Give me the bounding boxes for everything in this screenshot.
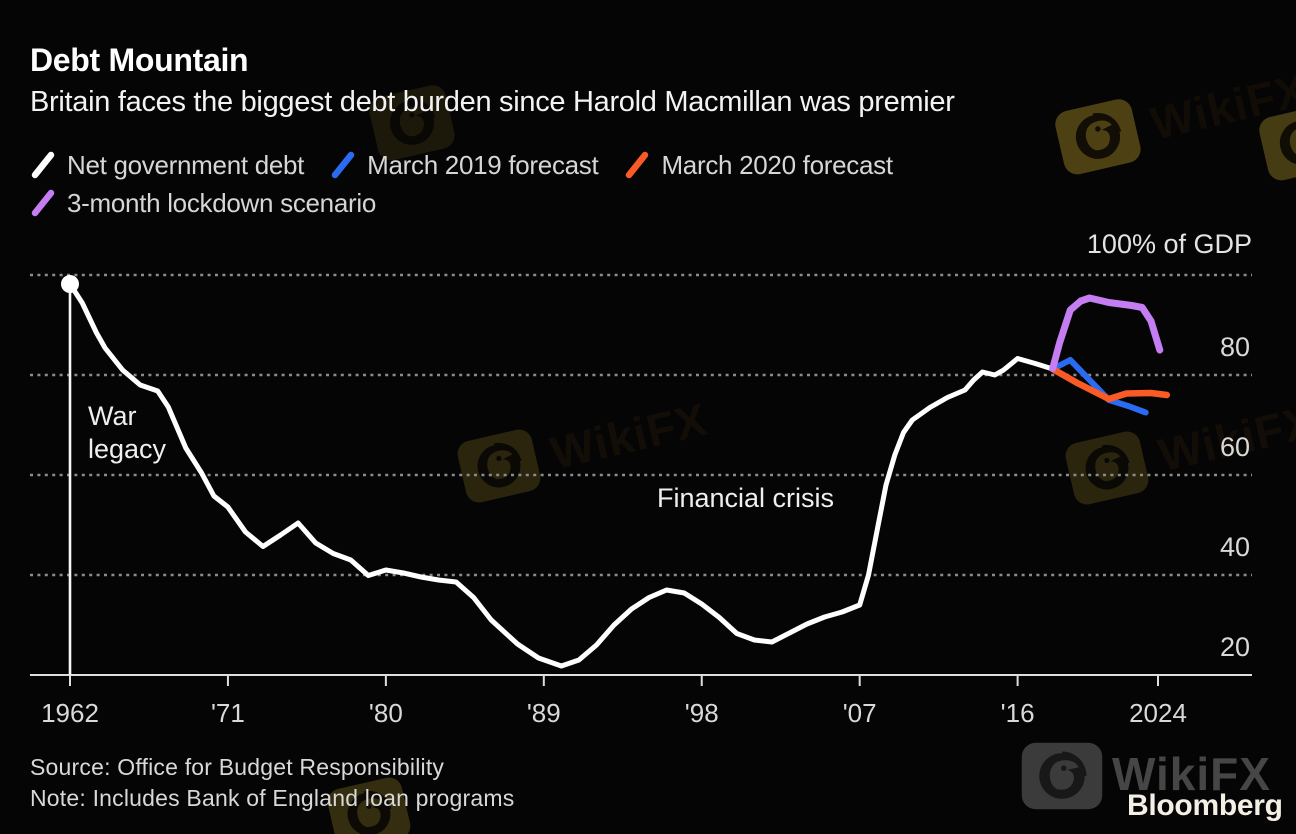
- line-swatch-icon: [331, 151, 355, 179]
- legend-item-net-debt: Net government debt: [30, 150, 304, 181]
- legend-row: Net government debt March 2019 forecast …: [30, 146, 893, 184]
- y-axis-unit-label: 100% of GDP: [1086, 229, 1252, 259]
- legend-label: March 2020 forecast: [661, 149, 893, 180]
- chart-legend: Net government debt March 2019 forecast …: [30, 146, 893, 222]
- legend-item-lockdown-scenario: 3-month lockdown scenario: [30, 188, 376, 219]
- annotation-line: legacy: [88, 434, 167, 464]
- y-axis-label: 20: [1219, 632, 1250, 662]
- annotation-line: War: [88, 401, 137, 431]
- y-axis-label: 60: [1219, 432, 1250, 462]
- x-axis-label: '07: [842, 698, 877, 728]
- source-line: Source: Office for Budget Responsibility: [30, 754, 445, 780]
- x-axis-label: 1962: [41, 698, 99, 728]
- legend-label: 3-month lockdown scenario: [67, 187, 376, 218]
- annotation-financial-crisis: Financial crisis: [657, 483, 835, 513]
- x-axis-label: '89: [526, 698, 561, 728]
- y-axis-label: 40: [1219, 532, 1250, 562]
- x-axis-label: '98: [684, 698, 719, 728]
- y-axis-label: 80: [1219, 332, 1250, 362]
- line-swatch-icon: [626, 151, 649, 179]
- bloomberg-logo: Bloomberg: [1127, 789, 1283, 822]
- legend-label: March 2019 forecast: [367, 149, 599, 180]
- legend-label: Net government debt: [67, 149, 305, 180]
- x-axis-label: '71: [210, 698, 245, 728]
- line-swatch-icon: [31, 151, 55, 179]
- x-axis-label: '16: [1000, 698, 1035, 728]
- source-note-block: Source: Office for Budget Responsibility…: [30, 752, 514, 814]
- legend-row: 3-month lockdown scenario: [30, 184, 893, 222]
- page-subtitle: Britain faces the biggest debt burden si…: [30, 86, 955, 118]
- legend-item-2020-forecast: March 2020 forecast: [624, 149, 893, 181]
- note-line: Note: Includes Bank of England loan prog…: [30, 785, 515, 811]
- legend-item-2019-forecast: March 2019 forecast: [330, 149, 599, 181]
- x-axis-label: 2024: [1129, 698, 1187, 728]
- x-axis-label: '80: [368, 698, 403, 728]
- line-swatch-icon: [31, 189, 55, 217]
- page-title: Debt Mountain: [30, 42, 249, 78]
- annotation-war-legacy: War legacy: [88, 400, 166, 466]
